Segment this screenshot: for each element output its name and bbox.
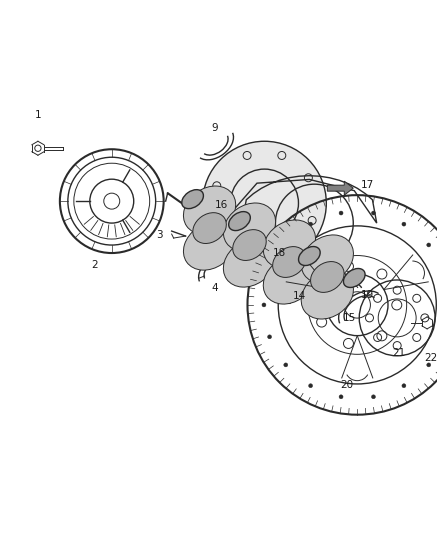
Text: 19: 19 (360, 290, 374, 300)
Ellipse shape (343, 269, 365, 287)
Ellipse shape (229, 212, 251, 231)
Text: 21: 21 (392, 348, 406, 358)
Text: 14: 14 (293, 291, 306, 301)
Circle shape (427, 243, 431, 247)
Ellipse shape (263, 220, 315, 268)
Text: 1: 1 (35, 110, 41, 120)
Ellipse shape (193, 213, 226, 244)
Circle shape (309, 384, 313, 387)
Circle shape (284, 243, 288, 247)
Text: 9: 9 (211, 123, 218, 133)
Circle shape (268, 271, 272, 275)
Text: 3: 3 (156, 230, 163, 240)
Circle shape (339, 395, 343, 399)
Ellipse shape (311, 262, 344, 293)
Ellipse shape (233, 230, 266, 261)
Ellipse shape (182, 190, 203, 208)
Ellipse shape (263, 256, 315, 304)
Circle shape (402, 384, 406, 387)
Ellipse shape (223, 203, 276, 251)
Circle shape (268, 335, 272, 339)
Circle shape (284, 363, 288, 367)
Circle shape (203, 141, 326, 265)
Circle shape (427, 363, 431, 367)
Text: 15: 15 (343, 313, 356, 323)
Circle shape (309, 222, 313, 226)
Ellipse shape (272, 247, 306, 277)
Text: 16: 16 (215, 200, 228, 210)
Ellipse shape (301, 271, 353, 319)
Polygon shape (327, 181, 353, 195)
Text: 2: 2 (92, 260, 98, 270)
Ellipse shape (184, 186, 236, 234)
Circle shape (339, 211, 343, 215)
Text: 20: 20 (341, 379, 354, 390)
Circle shape (402, 222, 406, 226)
Ellipse shape (184, 222, 236, 270)
Text: 18: 18 (273, 248, 286, 258)
Text: 17: 17 (360, 180, 374, 190)
Ellipse shape (299, 247, 320, 265)
Circle shape (262, 303, 266, 307)
Ellipse shape (223, 239, 276, 287)
Text: 4: 4 (211, 283, 218, 293)
Ellipse shape (301, 235, 353, 283)
Circle shape (371, 395, 375, 399)
Text: 22: 22 (424, 353, 438, 363)
Circle shape (371, 211, 375, 215)
